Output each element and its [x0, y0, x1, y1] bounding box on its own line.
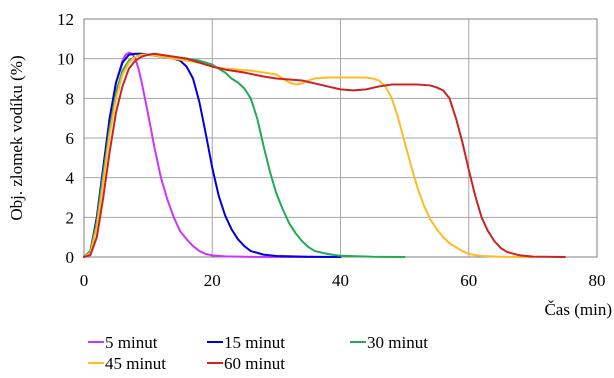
y-tick-label-3: 6 [66, 129, 75, 148]
x-tick-label-0: 0 [80, 271, 89, 290]
legend-label-4: 60 minut [224, 354, 285, 373]
legend-label-0: 5 minut [105, 333, 158, 352]
y-tick-label-4: 8 [66, 89, 75, 108]
y-tick-label-0: 0 [66, 248, 75, 267]
y-tick-label-1: 2 [66, 208, 75, 227]
y-tick-labels: 0 2 4 6 8 10 12 [57, 10, 75, 267]
x-tick-label-2: 40 [332, 271, 349, 290]
series-lines [83, 51, 566, 258]
series-line-2 [83, 53, 406, 258]
x-tick-label-1: 20 [204, 271, 221, 290]
legend: 5 minut 15 minut 30 minut 45 minut 60 minut [88, 333, 428, 373]
legend-label-2: 30 minut [367, 333, 428, 352]
series-line-4 [83, 52, 566, 258]
y-tick-label-6: 12 [57, 10, 74, 29]
x-tick-labels: 0 20 40 60 80 [80, 271, 606, 290]
series-line-1 [83, 52, 342, 258]
x-tick-label-3: 60 [460, 271, 477, 290]
y-tick-label-5: 10 [57, 50, 74, 69]
legend-label-3: 45 minut [105, 354, 166, 373]
x-tick-label-4: 80 [589, 271, 606, 290]
y-axis-label: Obj. zlomek vodíku (%) [7, 55, 26, 220]
x-axis-label: Čas (min) [544, 300, 612, 319]
legend-label-1: 15 minut [224, 333, 285, 352]
y-tick-label-2: 4 [66, 169, 75, 188]
